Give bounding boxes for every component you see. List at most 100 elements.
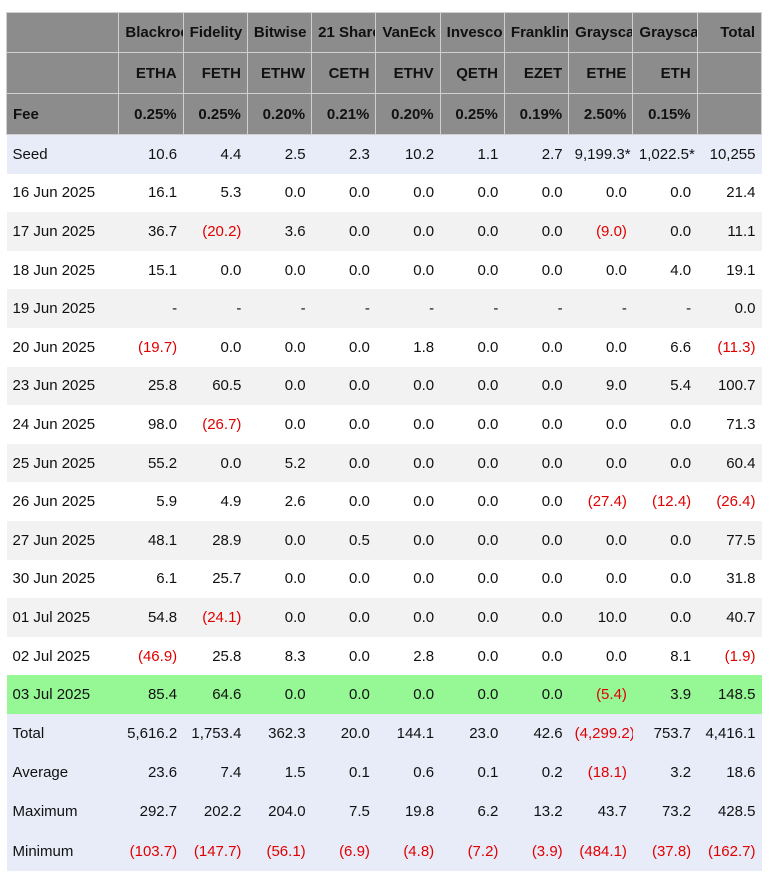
flow-cell: 0.0 bbox=[504, 559, 569, 599]
flow-cell: 2.5 bbox=[247, 134, 312, 174]
flow-cell: (37.8) bbox=[632, 831, 698, 871]
flow-cell: 0.0 bbox=[375, 250, 441, 290]
flow-cell: 0.0 bbox=[568, 405, 633, 444]
flow-cell: 0.0 bbox=[568, 559, 633, 599]
row-total-cell: (26.4) bbox=[697, 482, 762, 521]
row-date-label: 20 Jun 2025 bbox=[6, 327, 119, 367]
summary-label: Total bbox=[6, 713, 119, 754]
flow-cell: 2.8 bbox=[375, 636, 441, 676]
flow-cell: 0.0 bbox=[440, 405, 505, 444]
flow-cell: 98.0 bbox=[118, 405, 184, 444]
summary-body: Total 5,616.2 1,753.4 362.3 20.0 144.1 23.0 42.… bbox=[6, 713, 762, 871]
table-row: 24 Jun 2025 98.0 (26.7) 0.0 0.0 0.0 0.0 0.0 0.0 0… bbox=[6, 405, 762, 444]
flow-cell: 0.0 bbox=[311, 250, 376, 290]
flow-cell: 0.0 bbox=[375, 598, 441, 637]
fee-cell-empty bbox=[696, 93, 763, 135]
flow-cell: 2.3 bbox=[311, 134, 376, 174]
flow-cell: 0.0 bbox=[375, 675, 441, 714]
flow-cell: 0.0 bbox=[440, 636, 505, 676]
fee-cell: 0.25% bbox=[118, 93, 184, 135]
fee-cell: 0.20% bbox=[246, 93, 313, 135]
flow-cell: (4,299.2) bbox=[568, 713, 633, 754]
flow-cell: 0.0 bbox=[504, 675, 569, 714]
flow-cell: (3.9) bbox=[504, 831, 569, 871]
flow-cell: (19.7) bbox=[118, 327, 184, 367]
flow-cell: 54.8 bbox=[118, 598, 184, 637]
flow-cell: 25.8 bbox=[183, 636, 248, 676]
fee-label: Fee bbox=[5, 93, 120, 135]
row-date-label: 30 Jun 2025 bbox=[6, 559, 119, 599]
flow-cell: 0.1 bbox=[311, 753, 376, 793]
flow-cell: 0.0 bbox=[504, 520, 569, 560]
summary-row: Minimum (103.7) (147.7) (56.1) (6.9) (4.8) (7.… bbox=[6, 831, 762, 871]
summary-row: Maximum 292.7 202.2 204.0 7.5 19.8 6.2 13.2 43.7… bbox=[6, 792, 762, 832]
flow-cell: 0.0 bbox=[375, 366, 441, 406]
flow-cell: 0.0 bbox=[183, 327, 248, 367]
flow-cell: (20.2) bbox=[183, 212, 248, 251]
flow-cell: 19.8 bbox=[375, 792, 441, 832]
flow-cell: (18.1) bbox=[568, 753, 633, 793]
flow-cell: 1.1 bbox=[440, 134, 505, 174]
summary-label: Average bbox=[6, 753, 119, 793]
table-row: 25 Jun 2025 55.2 0.0 5.2 0.0 0.0 0.0 0.0 0.0 0.0 6… bbox=[6, 443, 762, 483]
flow-cell: 0.0 bbox=[183, 443, 248, 483]
row-date-label: 17 Jun 2025 bbox=[6, 212, 119, 251]
flow-cell: 0.0 bbox=[632, 559, 698, 599]
flow-cell: 0.0 bbox=[375, 173, 441, 213]
flow-cell: 0.0 bbox=[440, 520, 505, 560]
ticker-header-cell: EZET bbox=[503, 52, 570, 94]
row-date-label: 18 Jun 2025 bbox=[6, 250, 119, 290]
flow-cell: 0.0 bbox=[375, 443, 441, 483]
table-row: 19 Jun 2025- - - - - - - - -0.0 bbox=[6, 289, 762, 328]
flow-cell: 0.0 bbox=[504, 482, 569, 521]
table-row: 18 Jun 2025 15.1 0.0 0.0 0.0 0.0 0.0 0.0 0.0 4.0 1… bbox=[6, 250, 762, 290]
flow-cell: 64.6 bbox=[183, 675, 248, 714]
row-date-label: 02 Jul 2025 bbox=[6, 636, 119, 676]
row-total-cell: 428.5 bbox=[697, 792, 762, 832]
ticker-header-row: ETHA FETH ETHW CETH ETHV QETH EZET ETHE … bbox=[5, 52, 763, 94]
total-header-cell: Total bbox=[696, 12, 763, 53]
table-row: 01 Jul 2025 54.8 (24.1) 0.0 0.0 0.0 0.0 0.0 10.0… bbox=[6, 598, 762, 637]
flow-cell: 0.0 bbox=[632, 173, 698, 213]
flow-cell: 73.2 bbox=[632, 792, 698, 832]
flow-cell: 1.5 bbox=[247, 753, 312, 793]
flow-cell: 0.0 bbox=[311, 212, 376, 251]
row-total-cell: 71.3 bbox=[697, 405, 762, 444]
flow-cell: 25.7 bbox=[183, 559, 248, 599]
issuer-header-cell: Bitwise bbox=[246, 12, 313, 53]
row-date-label: 23 Jun 2025 bbox=[6, 366, 119, 406]
header-corner-cell bbox=[5, 12, 120, 53]
flow-cell: 1,753.4 bbox=[183, 713, 248, 754]
row-total-cell: 77.5 bbox=[697, 520, 762, 560]
flow-cell: 8.3 bbox=[247, 636, 312, 676]
table-row: 30 Jun 2025 6.1 25.7 0.0 0.0 0.0 0.0 0.0 0.0 0.0 3… bbox=[6, 559, 762, 599]
flow-cell: 0.0 bbox=[632, 405, 698, 444]
flow-cell: 362.3 bbox=[247, 713, 312, 754]
flow-cell: 0.0 bbox=[183, 250, 248, 290]
row-total-cell: 148.5 bbox=[697, 675, 762, 714]
flow-cell: 0.0 bbox=[311, 482, 376, 521]
flow-cell: 0.0 bbox=[568, 250, 633, 290]
flow-cell: 28.9 bbox=[183, 520, 248, 560]
flow-cell: 0.6 bbox=[375, 753, 441, 793]
flow-cell: 6.2 bbox=[440, 792, 505, 832]
table-row: 16 Jun 2025 16.1 5.3 0.0 0.0 0.0 0.0 0.0 0.0 0.0 2… bbox=[6, 173, 762, 213]
flow-cell: 0.0 bbox=[247, 520, 312, 560]
flow-cell: 0.0 bbox=[632, 598, 698, 637]
ticker-header-cell: ETHA bbox=[118, 52, 184, 94]
flow-cell: (6.9) bbox=[311, 831, 376, 871]
flow-cell: 8.1 bbox=[632, 636, 698, 676]
flow-cell: 20.0 bbox=[311, 713, 376, 754]
flow-cell: 0.0 bbox=[568, 173, 633, 213]
flow-cell: 0.0 bbox=[504, 250, 569, 290]
ticker-header-cell: ETH bbox=[632, 52, 698, 94]
issuer-header-cell: 21 Shares bbox=[311, 12, 377, 53]
issuer-header-cell: VanEck bbox=[375, 12, 441, 53]
etf-flows-table: Blackrock Fidelity Bitwise 21 Shares Van… bbox=[5, 12, 763, 871]
flow-cell: (26.7) bbox=[183, 405, 248, 444]
row-date-label: Seed bbox=[6, 134, 119, 174]
ticker-header-cell: ETHW bbox=[246, 52, 313, 94]
flow-cell: 0.0 bbox=[440, 250, 505, 290]
flow-cell: 0.0 bbox=[247, 327, 312, 367]
flow-cell: 5.2 bbox=[247, 443, 312, 483]
